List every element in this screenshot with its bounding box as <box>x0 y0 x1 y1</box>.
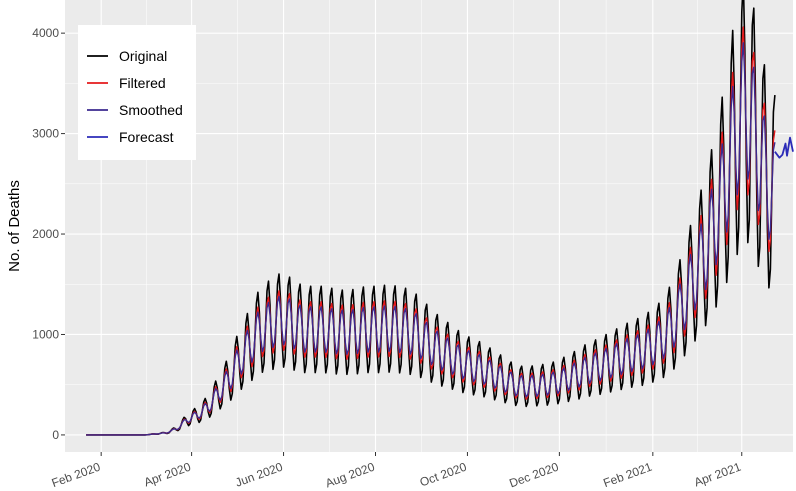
y-tick-label: 4000 <box>32 26 59 40</box>
x-axis-ticks: Feb 2020 Apr 2020 Jun 2020 Aug 2020 Oct 2020… <box>50 452 743 490</box>
y-tick-label: 2000 <box>32 227 59 241</box>
x-tick-label: Apr 2020 <box>142 460 193 490</box>
x-tick-label: Apr 2021 <box>692 460 743 490</box>
series-line-forecast <box>774 136 794 159</box>
y-axis-ticks: 0 1000 2000 3000 4000 <box>32 26 65 442</box>
x-tick-label: Feb 2021 <box>601 460 654 491</box>
minor-grid <box>65 0 793 452</box>
y-tick-label: 1000 <box>32 327 59 341</box>
legend-label-smoothed: Smoothed <box>119 102 183 118</box>
y-tick-label: 3000 <box>32 127 59 141</box>
y-tick-label: 0 <box>52 428 59 442</box>
legend-label-filtered: Filtered <box>119 75 166 91</box>
x-tick-label: Oct 2020 <box>418 460 469 490</box>
x-tick-label: Feb 2020 <box>50 460 103 491</box>
y-axis-title: No. of Deaths <box>6 180 23 272</box>
series-line-original <box>86 0 776 436</box>
legend-label-forecast: Forecast <box>119 129 174 145</box>
series-line-smoothed <box>86 42 776 436</box>
x-tick-label: Dec 2020 <box>507 460 560 491</box>
legend: Original Filtered Smoothed Forecast <box>78 25 196 160</box>
x-tick-label: Jun 2020 <box>233 460 284 490</box>
legend-label-original: Original <box>119 48 167 64</box>
x-tick-label: Aug 2020 <box>323 460 376 491</box>
series-layer <box>86 0 794 436</box>
